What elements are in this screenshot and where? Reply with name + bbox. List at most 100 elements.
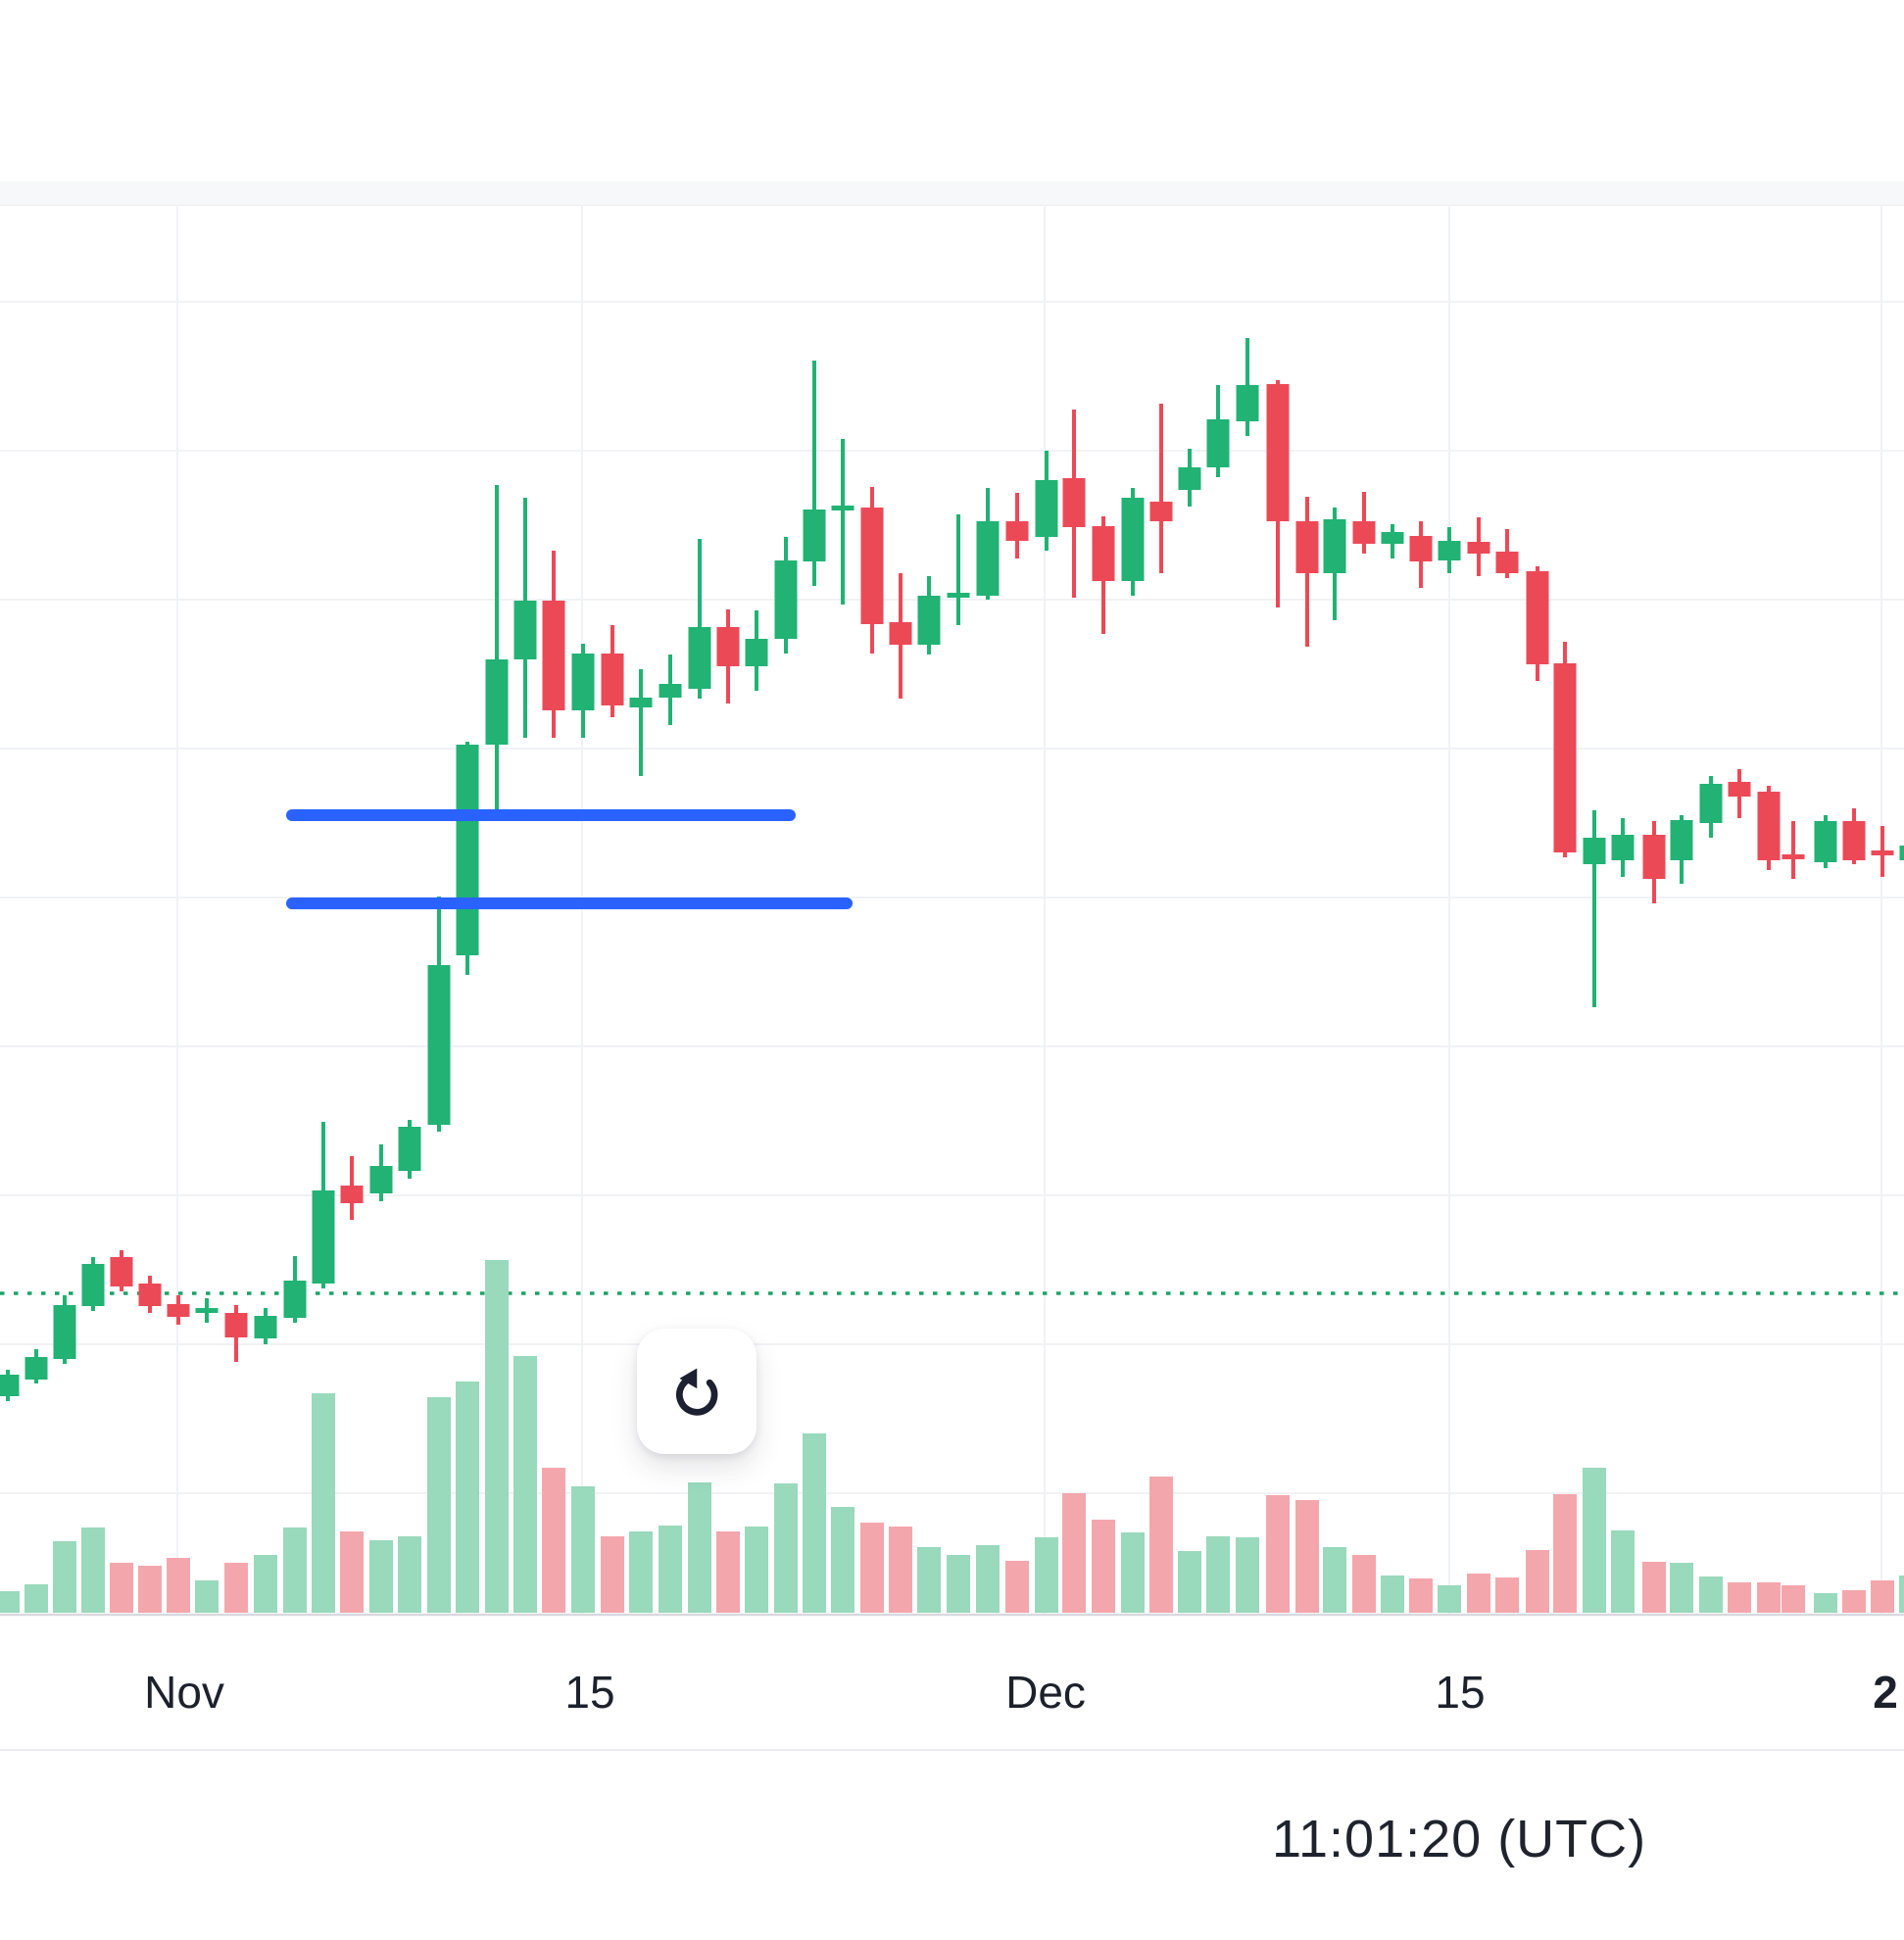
candle: [1352, 521, 1376, 544]
volume-bar: [0, 1591, 20, 1613]
candles-layer: [0, 338, 1904, 1401]
candle: [0, 1375, 20, 1396]
candle: [831, 506, 854, 510]
candle: [1092, 526, 1115, 581]
candle: [254, 1316, 277, 1338]
candle: [1553, 663, 1577, 852]
volume-bar: [1236, 1537, 1259, 1613]
candle: [1670, 820, 1693, 860]
candle: [1526, 571, 1549, 664]
volume-bar: [659, 1526, 682, 1613]
candle: [1005, 521, 1029, 541]
candle: [629, 698, 653, 707]
grid-layer: [0, 205, 1904, 1615]
x-axis: Nov 15 Dec 15 2: [144, 1667, 1898, 1718]
clock-label: 11:01:20 (UTC): [1272, 1810, 1647, 1868]
volume-bar: [110, 1563, 133, 1613]
candle: [1814, 821, 1837, 862]
candle: [1236, 385, 1259, 421]
candle: [745, 639, 768, 666]
candle: [81, 1264, 105, 1306]
volume-bar: [1553, 1494, 1577, 1613]
volume-bar: [629, 1531, 653, 1613]
candle: [659, 684, 682, 698]
candle: [1266, 384, 1290, 521]
candle: [1757, 792, 1781, 860]
candle: [1323, 519, 1346, 573]
volume-bar: [1323, 1547, 1346, 1613]
volume-bar: [601, 1536, 624, 1613]
candle: [1121, 498, 1145, 581]
candlestick-chart-surface[interactable]: Nov 15 Dec 15 2: [0, 0, 1904, 1764]
volume-bar: [1381, 1576, 1404, 1613]
candle: [340, 1186, 364, 1203]
candle: [976, 521, 1000, 596]
volume-bar: [774, 1483, 798, 1613]
volume-bar: [1467, 1574, 1490, 1613]
candle: [167, 1304, 190, 1317]
candle: [312, 1190, 335, 1284]
volume-bar: [917, 1547, 941, 1613]
volume-bar: [427, 1397, 451, 1613]
volume-layer: [0, 1260, 1904, 1613]
volume-bar: [976, 1545, 1000, 1613]
candle: [1062, 478, 1086, 527]
volume-bar: [1583, 1468, 1606, 1613]
volume-bar: [1062, 1493, 1086, 1613]
volume-bar: [1092, 1520, 1115, 1613]
candle: [1871, 850, 1894, 855]
volume-bar: [745, 1527, 768, 1613]
candle: [1728, 782, 1751, 797]
volume-bar: [1121, 1532, 1145, 1613]
volume-bar: [831, 1507, 854, 1613]
candle: [860, 508, 884, 624]
candle: [601, 654, 624, 705]
volume-bar: [195, 1580, 219, 1613]
volume-bar: [571, 1486, 595, 1613]
volume-bar: [283, 1528, 307, 1613]
volume-bar: [1814, 1593, 1837, 1613]
candle: [1438, 541, 1461, 560]
volume-bar: [1295, 1500, 1319, 1613]
candle: [947, 593, 970, 598]
volume-bar: [53, 1541, 76, 1613]
candle: [1035, 480, 1058, 537]
candle: [398, 1127, 421, 1171]
candle: [1178, 467, 1201, 490]
candle: [485, 659, 509, 745]
volume-bar: [716, 1531, 740, 1613]
volume-bar: [1757, 1582, 1781, 1613]
candle: [571, 654, 595, 710]
candle: [1495, 552, 1519, 573]
candle: [283, 1281, 307, 1318]
candle: [1409, 536, 1433, 561]
candle: [110, 1257, 133, 1286]
volume-bar: [81, 1528, 105, 1613]
volume-bar: [1178, 1551, 1201, 1613]
volume-bar: [1149, 1477, 1173, 1613]
x-axis-label: 2: [1873, 1667, 1898, 1718]
candle: [1149, 502, 1173, 521]
volume-bar: [1266, 1495, 1290, 1613]
candle: [803, 509, 826, 561]
volume-bar: [24, 1584, 48, 1613]
volume-bar: [456, 1382, 479, 1613]
candle: [138, 1284, 162, 1306]
candle: [195, 1308, 219, 1313]
volume-bar: [1871, 1580, 1894, 1613]
volume-bar: [1206, 1536, 1230, 1613]
candle: [1467, 542, 1490, 554]
volume-bar: [1782, 1585, 1805, 1613]
candle: [1583, 838, 1606, 864]
candle: [1206, 419, 1230, 467]
x-axis-label: 15: [1435, 1667, 1485, 1718]
volume-bar: [312, 1393, 335, 1613]
chart-top-strip: [0, 181, 1904, 206]
candle: [1782, 854, 1805, 859]
volume-bar: [254, 1555, 277, 1613]
volume-bar: [947, 1555, 970, 1613]
candle: [1842, 821, 1866, 860]
x-axis-label: 15: [564, 1667, 614, 1718]
refresh-button[interactable]: [637, 1329, 757, 1454]
volume-bar: [542, 1468, 565, 1613]
